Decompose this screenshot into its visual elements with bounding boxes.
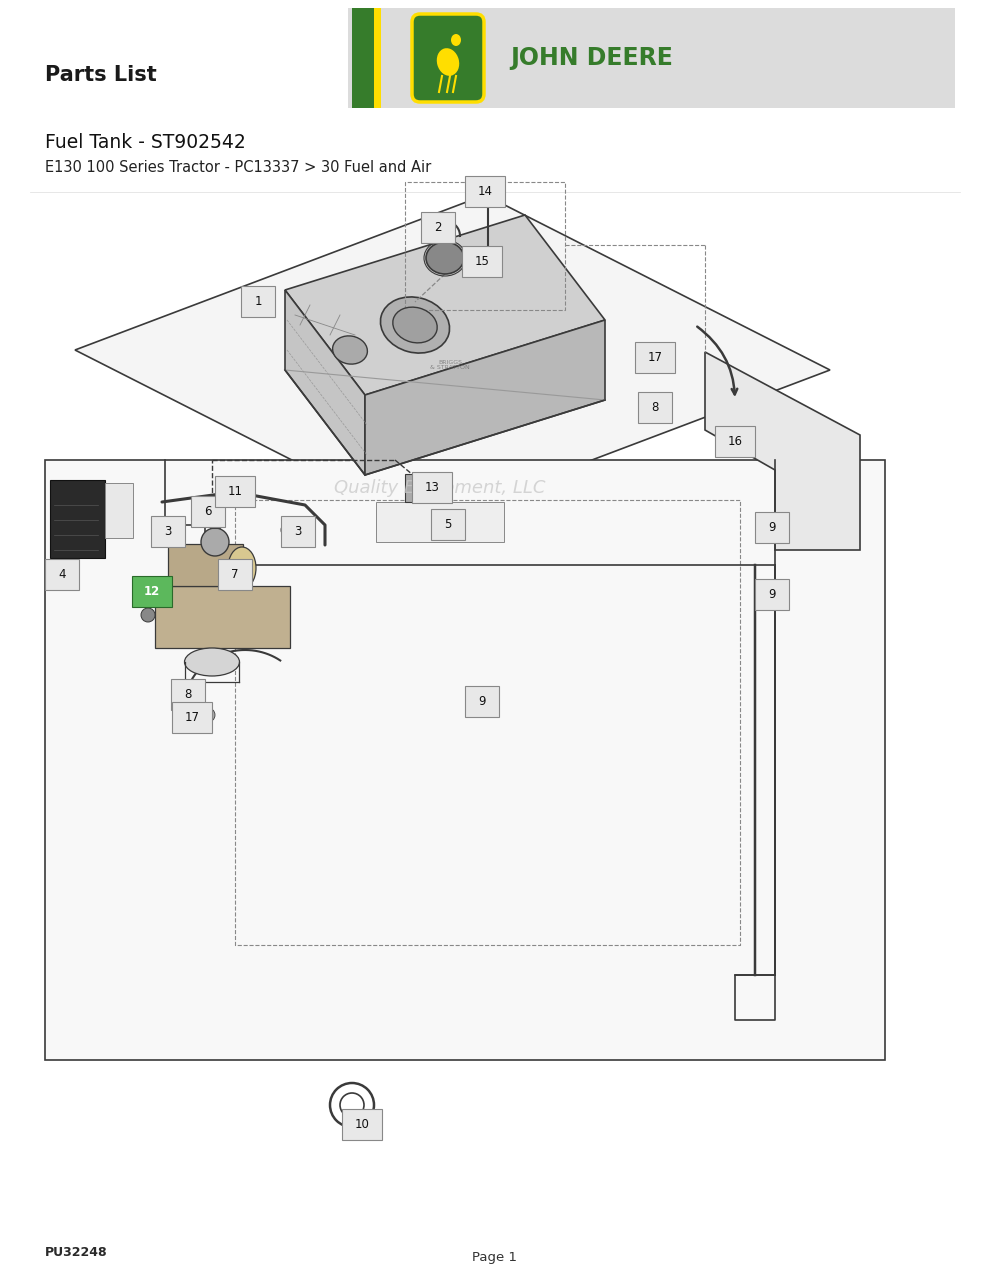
Text: 9: 9 [768,588,775,602]
Text: 3: 3 [295,525,302,538]
Polygon shape [705,352,860,550]
Bar [468,687,488,708]
FancyBboxPatch shape [342,1108,382,1140]
FancyBboxPatch shape [638,392,672,422]
FancyBboxPatch shape [281,516,315,547]
FancyBboxPatch shape [171,678,205,710]
Ellipse shape [228,547,256,589]
FancyBboxPatch shape [755,512,789,543]
Text: 5: 5 [444,518,452,531]
Text: BRIGGS
& STRATTON: BRIGGS & STRATTON [430,360,470,370]
FancyBboxPatch shape [241,285,275,317]
Bar [374,8,381,108]
FancyBboxPatch shape [172,701,212,733]
FancyBboxPatch shape [465,686,499,717]
Text: 15: 15 [475,255,490,268]
Text: 17: 17 [648,351,663,364]
FancyBboxPatch shape [132,576,172,607]
Text: 16: 16 [728,435,743,448]
Bar [168,544,243,586]
Ellipse shape [426,242,464,274]
Text: 6: 6 [205,506,212,518]
FancyBboxPatch shape [218,559,252,590]
Bar [348,8,955,108]
FancyBboxPatch shape [215,476,255,507]
Text: 17: 17 [185,710,200,724]
Ellipse shape [332,335,367,364]
Text: JOHN DEERE: JOHN DEERE [510,46,673,70]
Text: Page 1: Page 1 [472,1252,517,1265]
Text: Fuel Tank - ST902542: Fuel Tank - ST902542 [45,133,245,151]
Polygon shape [45,460,885,1060]
Bar [105,483,133,538]
Circle shape [201,527,229,556]
FancyBboxPatch shape [755,579,789,611]
Polygon shape [75,195,830,525]
Circle shape [201,708,215,722]
Text: Parts List: Parts List [45,65,156,84]
FancyBboxPatch shape [431,509,465,540]
Ellipse shape [381,297,450,353]
Text: 12: 12 [143,585,160,598]
FancyBboxPatch shape [421,212,455,243]
Text: 7: 7 [231,568,238,581]
Circle shape [482,252,494,264]
Circle shape [488,188,496,196]
Text: 2: 2 [434,221,442,234]
Circle shape [141,608,155,622]
Ellipse shape [393,307,437,343]
Text: PU32248: PU32248 [45,1245,108,1258]
Text: E130 100 Series Tractor - PC13337 > 30 Fuel and Air: E130 100 Series Tractor - PC13337 > 30 F… [45,160,431,175]
FancyBboxPatch shape [635,342,675,372]
Text: 1: 1 [254,294,262,308]
Bar [50,480,105,558]
FancyBboxPatch shape [191,495,225,527]
Bar [758,515,778,535]
Text: 10: 10 [355,1117,370,1132]
Circle shape [656,398,669,411]
Text: 8: 8 [652,401,659,413]
Text: 3: 3 [164,525,172,538]
Bar [352,8,374,108]
Circle shape [657,352,668,364]
Ellipse shape [437,49,459,76]
Bar [210,509,220,527]
Ellipse shape [451,35,461,46]
Text: 14: 14 [478,186,493,198]
FancyBboxPatch shape [715,426,755,457]
Circle shape [281,524,295,538]
FancyBboxPatch shape [45,559,79,590]
Text: 11: 11 [227,485,242,498]
Bar [155,586,290,648]
FancyBboxPatch shape [151,516,185,547]
Polygon shape [285,215,605,396]
Bar [405,474,443,502]
Polygon shape [365,320,605,475]
FancyBboxPatch shape [462,246,502,276]
Text: Quality Equipment, LLC: Quality Equipment, LLC [334,479,546,497]
Text: 9: 9 [479,695,486,708]
Text: 4: 4 [58,568,65,581]
Text: 13: 13 [424,481,439,494]
Bar [758,582,778,602]
FancyBboxPatch shape [376,502,504,541]
Polygon shape [285,291,365,475]
Ellipse shape [185,648,239,676]
FancyBboxPatch shape [465,175,505,207]
Text: 9: 9 [768,521,775,534]
Circle shape [195,687,205,698]
FancyBboxPatch shape [412,472,452,503]
Text: 8: 8 [184,689,192,701]
FancyBboxPatch shape [412,14,484,102]
